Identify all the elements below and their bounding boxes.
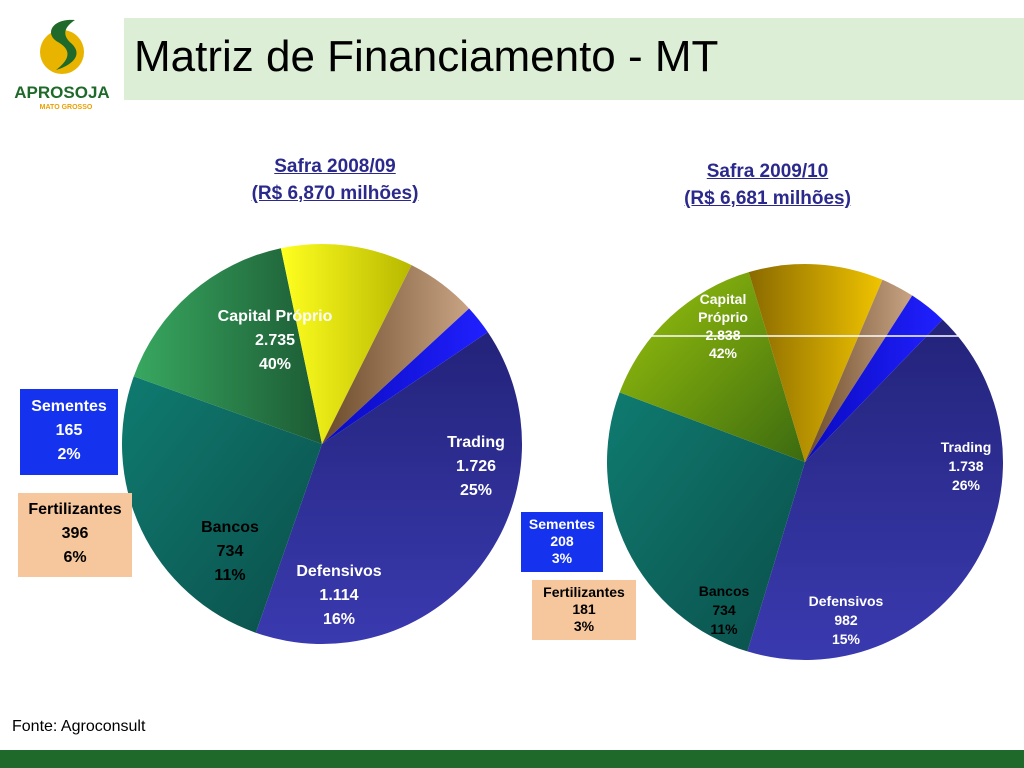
chart1-label-fertilizantes-value: 396 — [61, 525, 89, 542]
pie-layer — [121, 243, 1004, 661]
title-bar: Matriz de Financiamento - MT — [124, 18, 1024, 100]
chart1-label-trading-value: 1.726 — [455, 458, 497, 475]
chart1-label-capital-proprio-name: Capital Próprio — [217, 308, 333, 325]
chart2-title-text: Safra 2009/10 — [706, 161, 829, 182]
chart2-slice-defensivos — [619, 272, 805, 462]
chart1-label-fertilizantes-name: Fertilizantes — [28, 501, 122, 518]
chart2-label-fertilizantes: Fertilizantes 181 3% — [532, 580, 636, 640]
chart2-label-defensivos: Defensivos 982 15% — [796, 592, 896, 649]
chart2-label-sementes-percent: 3% — [551, 550, 573, 566]
chart1-subtitle-text: (R$ 6,870 milhões) — [251, 183, 419, 204]
chart1-label-sementes-percent: 2% — [57, 446, 81, 463]
logo-name: APROSOJA — [14, 83, 109, 102]
chart2-label-capital-proprio-name: Capital — [699, 291, 747, 307]
chart2-slice-fertilizantes — [805, 279, 913, 462]
chart2-label-bancos-value: 734 — [712, 602, 736, 618]
chart1-title-text: Safra 2008/09 — [274, 156, 396, 177]
chart2-label-defensivos-percent: 15% — [831, 631, 861, 647]
chart2-slice-bancos — [748, 264, 883, 462]
chart1-label-trading-percent: 25% — [459, 482, 493, 499]
chart2-label-capital-proprio-percent: 42% — [708, 345, 738, 361]
chart1-label-bancos-value: 734 — [216, 543, 244, 560]
chart1-slice-fertilizantes — [322, 265, 470, 444]
chart1-label-sementes-value: 165 — [55, 422, 83, 439]
chart2-label-capital-proprio-value: 2.838 — [705, 327, 741, 343]
chart1-label-bancos-percent: 11% — [214, 567, 246, 584]
logo-sun-circle — [40, 30, 84, 74]
chart1-label-fertilizantes: Fertilizantes 396 6% — [18, 493, 132, 577]
chart1-label-capital-proprio-value: 2.735 — [254, 332, 296, 349]
chart2-slice-capital-pr-prio — [747, 319, 1004, 661]
page-title: Matriz de Financiamento - MT — [134, 32, 719, 81]
chart2-label-fertilizantes-name: Fertilizantes — [543, 584, 625, 600]
chart2-label-sementes: Sementes 208 3% — [521, 512, 603, 572]
chart2-label-capital-proprio: Capital Próprio 2.838 42% — [678, 290, 768, 362]
chart1-slice-sementes — [322, 308, 488, 444]
chart1-label-bancos: Bancos 734 11% — [190, 516, 270, 588]
chart1-slice-capital-pr-prio — [255, 332, 523, 645]
chart2-label-fertilizantes-value: 181 — [572, 601, 596, 617]
chart2-label-trading: Trading 1.738 26% — [926, 438, 1006, 495]
chart2-slice-trading — [606, 392, 805, 652]
logo-s-shape — [51, 19, 77, 70]
chart2-label-sementes-value: 208 — [550, 533, 574, 549]
chart2-label-trading-name: Trading — [940, 439, 992, 455]
chart1-label-capital-proprio: Capital Próprio 2.735 40% — [205, 305, 345, 377]
chart1-label-defensivos-name: Defensivos — [296, 563, 382, 580]
chart1-label-bancos-name: Bancos — [201, 519, 259, 536]
footer-bar — [0, 750, 1024, 768]
chart1-slice-trading — [121, 376, 323, 633]
chart1-label-defensivos: Defensivos 1.114 16% — [284, 560, 394, 632]
chart2-slice-sementes — [805, 295, 943, 462]
chart2-subtitle-text: (R$ 6,681 milhões) — [684, 188, 851, 209]
source-note: Fonte: Agroconsult — [12, 718, 146, 735]
chart1-label-defensivos-percent: 16% — [322, 611, 356, 628]
chart1-label-sementes-name: Sementes — [31, 398, 107, 415]
chart1-label-trading: Trading 1.726 25% — [436, 431, 516, 503]
chart2-label-bancos-percent: 11% — [710, 621, 738, 637]
chart2-label-trading-percent: 26% — [951, 477, 981, 493]
chart2-label-fertilizantes-percent: 3% — [573, 618, 595, 634]
chart2-label-sementes-name: Sementes — [528, 516, 596, 532]
chart1-label-capital-proprio-percent: 40% — [258, 356, 292, 373]
chart1-label-defensivos-value: 1.114 — [319, 587, 359, 604]
chart2-label-bancos: Bancos 734 11% — [686, 582, 762, 639]
chart1-label-trading-name: Trading — [447, 434, 505, 451]
logo-mark-icon: APROSOJA MATO GROSSO — [14, 19, 110, 111]
chart2-title: Safra 2009/10 (R$ 6,681 milhões) — [660, 158, 875, 212]
chart2-label-defensivos-value: 982 — [834, 612, 858, 628]
chart2-label-defensivos-name: Defensivos — [808, 593, 884, 609]
chart1-label-sementes: Sementes 165 2% — [20, 389, 118, 475]
chart2-label-bancos-name: Bancos — [698, 583, 750, 599]
chart1-title: Safra 2008/09 (R$ 6,870 milhões) — [220, 153, 450, 207]
logo-subtitle: MATO GROSSO — [40, 104, 93, 111]
chart2-label-trading-value: 1.738 — [948, 458, 984, 474]
aprosoja-logo: APROSOJA MATO GROSSO — [0, 0, 124, 120]
chart1-slice-defensivos — [133, 248, 322, 444]
chart2-label-capital-proprio-name-2: Próprio — [698, 309, 748, 325]
chart1-slice-bancos — [280, 243, 412, 444]
chart1-label-fertilizantes-percent: 6% — [63, 549, 87, 566]
